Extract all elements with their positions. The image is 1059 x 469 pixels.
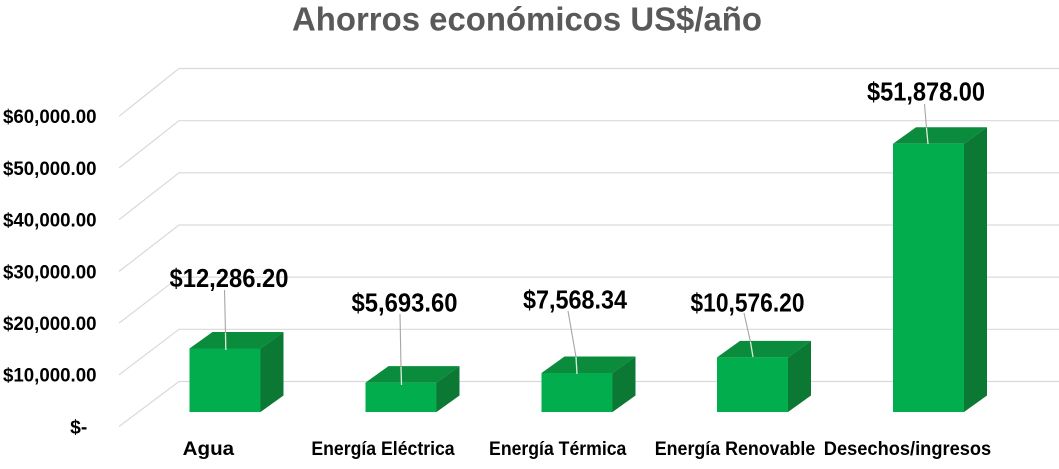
svg-text:$7,568.34: $7,568.34: [523, 287, 628, 315]
svg-text:$10,576.20: $10,576.20: [691, 290, 805, 318]
svg-text:Desechos/ingresos: Desechos/ingresos: [824, 439, 991, 460]
svg-text:Energía Renovable: Energía Renovable: [655, 439, 816, 460]
svg-text:$40,000.00: $40,000.00: [3, 211, 97, 232]
svg-text:$20,000.00: $20,000.00: [3, 314, 97, 335]
svg-text:Ahorros económicos US$/año: Ahorros económicos US$/año: [292, 1, 762, 38]
svg-text:$50,000.00: $50,000.00: [3, 159, 97, 180]
svg-text:$60,000.00: $60,000.00: [3, 107, 97, 128]
svg-text:Energía Eléctrica: Energía Eléctrica: [311, 439, 455, 460]
svg-text:Agua: Agua: [183, 439, 235, 460]
svg-text:$10,000.00: $10,000.00: [3, 366, 97, 387]
svg-text:$-: $-: [70, 417, 87, 438]
svg-text:$51,878.00: $51,878.00: [867, 79, 985, 107]
svg-text:$12,286.20: $12,286.20: [170, 265, 289, 293]
svg-text:Energía Térmica: Energía Térmica: [489, 439, 627, 460]
svg-text:$5,693.60: $5,693.60: [352, 290, 458, 318]
svg-text:$30,000.00: $30,000.00: [3, 262, 97, 283]
